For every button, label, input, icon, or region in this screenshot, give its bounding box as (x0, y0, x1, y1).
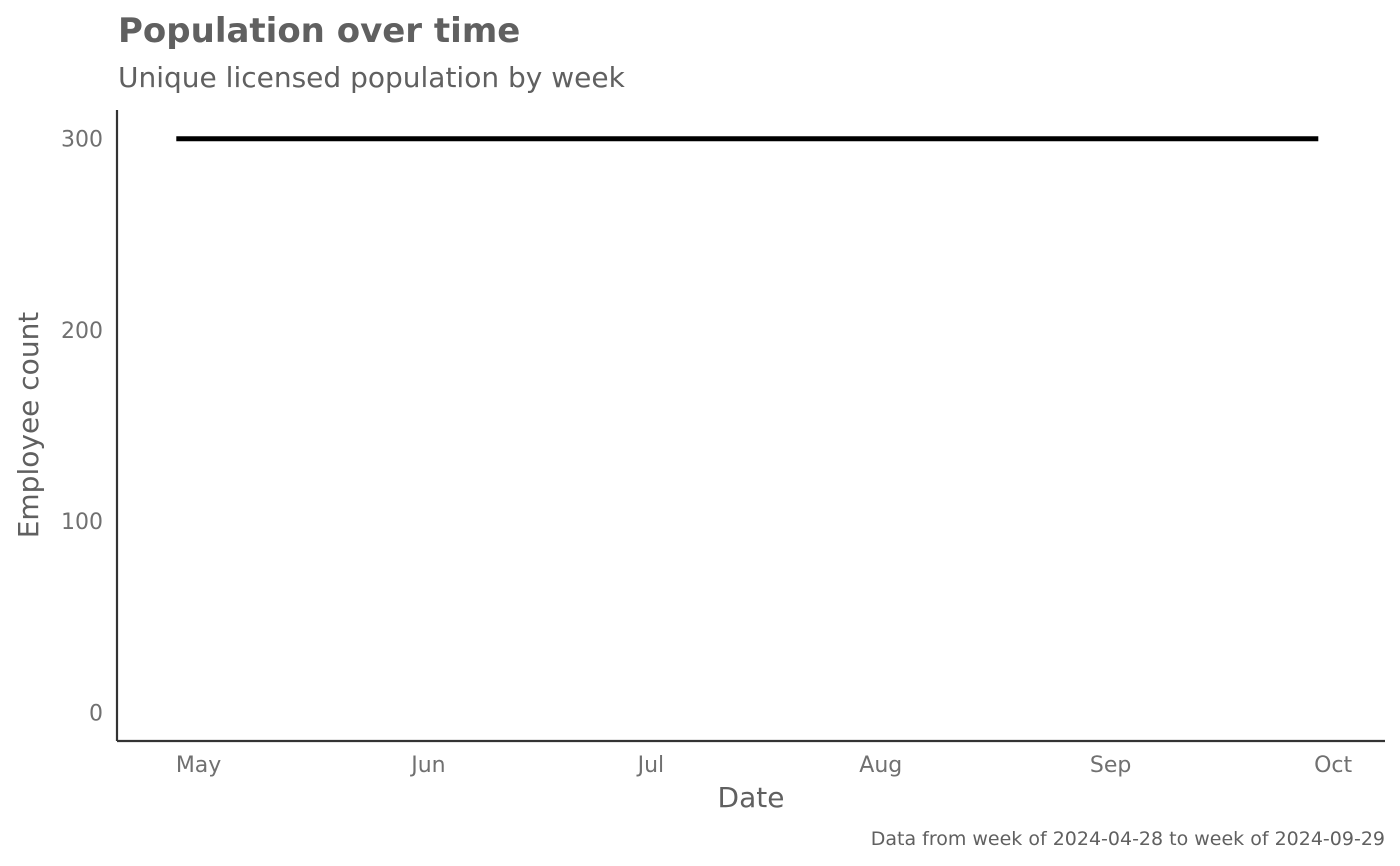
x-tick-label: Jul (636, 753, 665, 778)
y-tick-label: 300 (61, 128, 103, 153)
y-tick-labels: 0 100 200 300 (61, 128, 103, 727)
x-tick-label: Jun (409, 753, 445, 778)
chart-title: Population over time (118, 11, 520, 51)
chart-caption: Data from week of 2024-04-28 to week of … (871, 828, 1385, 850)
y-axis-title: Employee count (12, 312, 45, 539)
x-tick-label: Aug (859, 753, 902, 778)
x-tick-label: May (176, 753, 221, 778)
x-axis-title: Date (718, 781, 785, 814)
chart-subtitle: Unique licensed population by week (118, 61, 626, 94)
y-tick-label: 200 (61, 319, 103, 344)
x-tick-labels: May Jun Jul Aug Sep Oct (176, 753, 1353, 778)
y-tick-label: 0 (89, 701, 103, 726)
y-tick-label: 100 (61, 510, 103, 535)
x-tick-label: Oct (1314, 753, 1352, 778)
x-tick-label: Sep (1090, 753, 1131, 778)
